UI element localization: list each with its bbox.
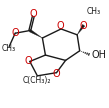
Text: O: O [30, 9, 37, 19]
Text: CH₃: CH₃ [86, 7, 100, 16]
Text: O: O [25, 56, 33, 66]
Text: O: O [80, 21, 88, 31]
Text: OH: OH [91, 50, 106, 60]
Text: O: O [56, 21, 64, 32]
Text: CH₃: CH₃ [2, 44, 16, 53]
Polygon shape [29, 29, 42, 38]
Text: O: O [11, 28, 19, 38]
Polygon shape [77, 24, 85, 35]
Text: O: O [52, 69, 60, 79]
Text: C(CH₃)₂: C(CH₃)₂ [23, 76, 51, 85]
